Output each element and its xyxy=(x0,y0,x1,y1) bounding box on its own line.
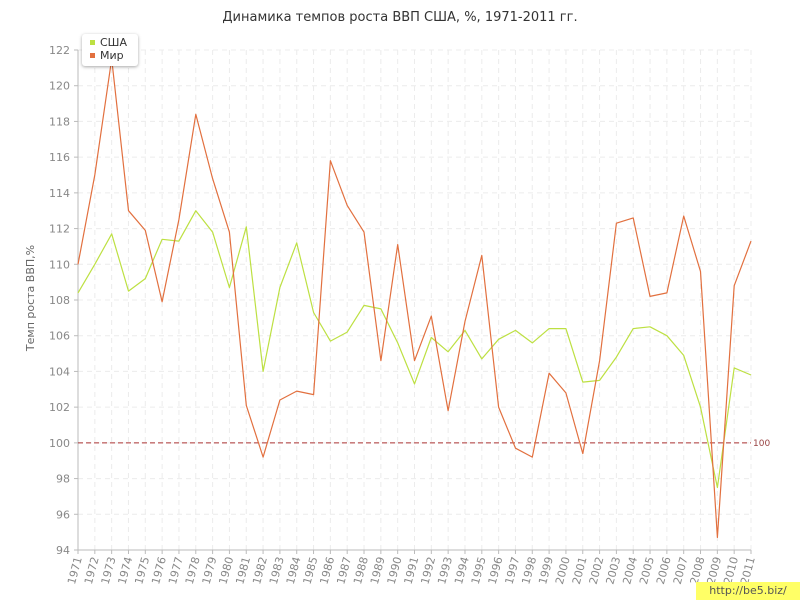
legend-label-world: Мир xyxy=(100,49,124,62)
y-tick-label: 94 xyxy=(56,544,70,557)
y-tick-label: 98 xyxy=(56,473,70,486)
y-tick-label: 102 xyxy=(49,401,70,414)
legend-label-usa: США xyxy=(100,36,127,49)
y-tick-label: 114 xyxy=(49,187,70,200)
y-tick-label: 120 xyxy=(49,80,70,93)
series-line-usa xyxy=(77,210,752,489)
y-tick-label: 108 xyxy=(49,294,70,307)
axis-labels: 1971197219731974197519761977197819791980… xyxy=(49,44,758,586)
y-tick-label: 118 xyxy=(49,115,70,128)
y-tick-label: 112 xyxy=(49,223,70,236)
grid-lines xyxy=(77,49,752,551)
y-tick-label: 104 xyxy=(49,365,70,378)
y-tick-label: 110 xyxy=(49,258,70,271)
legend: США Мир xyxy=(82,34,138,66)
y-axis-title: Темп роста ВВП,% xyxy=(24,245,37,352)
chart-title: Динамика темпов роста ВВП США, %, 1971-2… xyxy=(222,10,578,25)
series-line-world xyxy=(77,58,752,539)
legend-swatch-usa xyxy=(90,39,95,45)
y-tick-label: 106 xyxy=(49,330,70,343)
reference-line: 100 xyxy=(78,439,770,449)
y-tick-label: 100 xyxy=(49,437,70,450)
y-tick-label: 122 xyxy=(49,44,70,57)
legend-item-usa: США xyxy=(90,37,127,49)
reference-line-label: 100 xyxy=(753,439,770,449)
watermark-link[interactable]: http://be5.biz/ xyxy=(696,582,800,600)
y-tick-label: 96 xyxy=(56,508,70,521)
series-lines xyxy=(77,58,752,539)
y-tick-label: 116 xyxy=(49,151,70,164)
axes xyxy=(74,49,752,554)
legend-item-world: Мир xyxy=(90,50,124,62)
legend-swatch-world xyxy=(90,52,95,58)
